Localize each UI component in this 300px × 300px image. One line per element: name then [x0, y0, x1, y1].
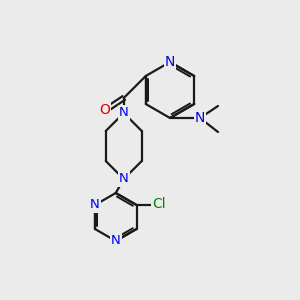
Text: N: N — [119, 106, 129, 119]
Text: N: N — [165, 55, 175, 69]
Text: N: N — [195, 111, 205, 125]
Text: N: N — [90, 199, 100, 212]
Text: N: N — [111, 235, 121, 248]
Text: O: O — [99, 103, 110, 117]
Text: N: N — [119, 172, 129, 185]
Text: Cl: Cl — [152, 197, 165, 211]
